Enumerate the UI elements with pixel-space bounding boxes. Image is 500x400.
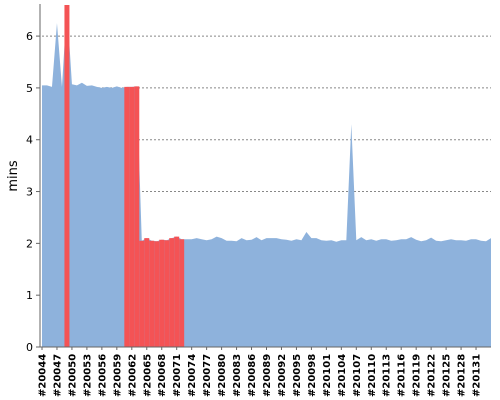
x-tick-label: #20101 — [322, 354, 333, 397]
failed-build-bar — [159, 239, 165, 347]
x-tick-label: #20053 — [82, 354, 93, 397]
y-axis-label: mins — [6, 160, 21, 192]
failed-build-bar — [134, 86, 140, 347]
x-tick-label: #20092 — [277, 354, 288, 397]
x-tick-label: #20062 — [127, 354, 138, 397]
x-tick-label: #20116 — [397, 354, 408, 397]
failed-build-bar — [149, 240, 155, 347]
failed-build-bar — [64, 5, 70, 347]
x-tick-label: #20044 — [38, 354, 49, 397]
failed-build-bar — [144, 238, 150, 347]
x-tick-label: #20074 — [187, 354, 198, 397]
x-tick-label: #20122 — [427, 354, 438, 397]
x-tick-label: #20113 — [382, 354, 393, 397]
duration-area — [42, 5, 491, 347]
x-tick-label: #20089 — [262, 354, 273, 397]
x-tick-label: #20059 — [112, 354, 123, 397]
y-tick-label: 3 — [26, 186, 33, 199]
x-tick-label: #20131 — [472, 354, 483, 397]
area-series — [42, 5, 491, 347]
failed-build-bar — [124, 86, 130, 348]
y-tick-labels: 0 1 2 3 4 5 6 — [26, 30, 33, 354]
x-tick-label: #20047 — [52, 354, 63, 397]
y-tick-label: 2 — [26, 237, 33, 250]
x-tick-label: #20068 — [157, 354, 168, 397]
x-tick-label: #20086 — [247, 354, 258, 397]
x-tick-label: #20125 — [442, 354, 453, 397]
failed-build-bar — [174, 236, 180, 347]
y-tick-label: 1 — [26, 289, 33, 302]
failed-build-bar — [139, 240, 145, 347]
x-tick-label: #20050 — [67, 354, 78, 397]
x-tick-label: #20056 — [97, 354, 108, 397]
x-tick-label: #20104 — [337, 354, 348, 397]
x-tick-label: #20095 — [292, 354, 303, 397]
x-tick-label: #20098 — [307, 354, 318, 397]
x-tick-label: #20110 — [367, 354, 378, 397]
failed-build-bar — [164, 240, 170, 347]
y-tick-label: 4 — [26, 134, 33, 147]
x-tick-label: #20083 — [232, 354, 243, 397]
x-tick-label: #20077 — [202, 354, 213, 397]
x-tick-label: #20065 — [142, 354, 153, 397]
x-tick-label: #20107 — [352, 354, 363, 397]
axes — [36, 4, 491, 350]
y-tick-label: 6 — [26, 30, 33, 43]
failed-build-bar — [129, 86, 135, 348]
y-tick-label: 5 — [26, 82, 33, 95]
failed-build-bar — [169, 238, 175, 347]
x-tick-labels: #20044 #20047 #20050 #20053 #20056 #20059 #200… — [38, 354, 483, 397]
x-tick-label: #20071 — [172, 354, 183, 397]
failed-build-bar — [179, 239, 185, 347]
x-tick-label: #20128 — [457, 354, 468, 397]
failed-build-bar — [154, 241, 160, 347]
x-tick-label: #20119 — [412, 354, 423, 397]
failed-builds — [64, 5, 185, 348]
y-tick-label: 0 — [26, 341, 33, 354]
x-tick-label: #20080 — [217, 354, 228, 397]
